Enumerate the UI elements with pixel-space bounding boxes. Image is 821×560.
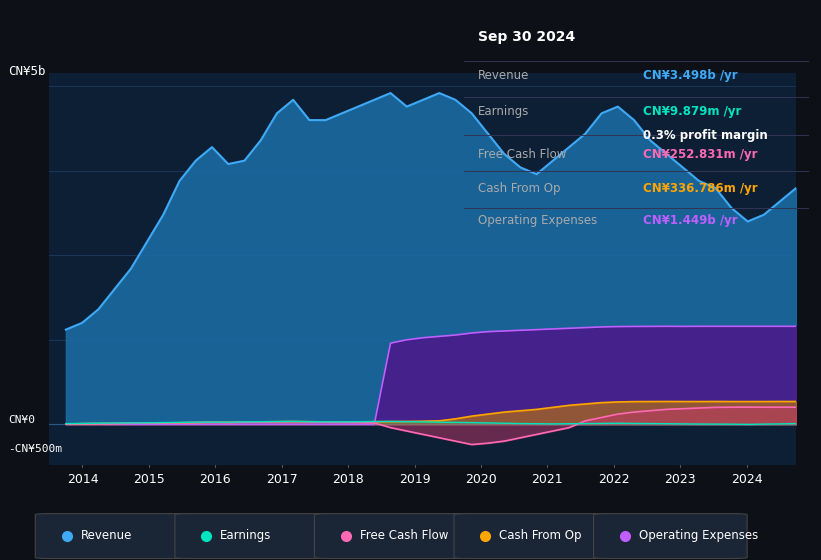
Text: Earnings: Earnings [220,529,272,542]
Text: CN¥5b: CN¥5b [8,65,46,78]
Text: Sep 30 2024: Sep 30 2024 [478,30,575,44]
Text: -CN¥500m: -CN¥500m [8,444,62,454]
Text: 2024: 2024 [731,473,763,486]
Text: 2023: 2023 [664,473,696,486]
Text: Free Cash Flow: Free Cash Flow [360,529,448,542]
FancyBboxPatch shape [594,514,747,558]
Text: Cash From Op: Cash From Op [478,182,560,195]
Text: 2017: 2017 [266,473,297,486]
Text: 2014: 2014 [67,473,99,486]
Text: Revenue: Revenue [478,69,529,82]
Text: Revenue: Revenue [80,529,132,542]
Text: 2015: 2015 [133,473,165,486]
Text: CN¥3.498b /yr: CN¥3.498b /yr [643,69,738,82]
FancyBboxPatch shape [314,514,468,558]
Text: 2019: 2019 [399,473,430,486]
Text: Cash From Op: Cash From Op [499,529,582,542]
Text: 2020: 2020 [465,473,497,486]
Text: 0.3% profit margin: 0.3% profit margin [643,129,768,142]
FancyBboxPatch shape [35,514,189,558]
Text: CN¥9.879m /yr: CN¥9.879m /yr [643,105,741,118]
Text: 2022: 2022 [598,473,630,486]
Text: Earnings: Earnings [478,105,529,118]
Text: 2021: 2021 [531,473,563,486]
Text: CN¥252.831m /yr: CN¥252.831m /yr [643,148,758,161]
Text: 2016: 2016 [200,473,231,486]
Text: CN¥0: CN¥0 [8,415,35,424]
FancyBboxPatch shape [454,514,608,558]
Text: 2018: 2018 [333,473,364,486]
Text: CN¥1.449b /yr: CN¥1.449b /yr [643,214,738,227]
FancyBboxPatch shape [175,514,328,558]
Text: Operating Expenses: Operating Expenses [478,214,597,227]
Text: Operating Expenses: Operating Expenses [639,529,758,542]
Text: CN¥336.786m /yr: CN¥336.786m /yr [643,182,758,195]
Text: Free Cash Flow: Free Cash Flow [478,148,566,161]
